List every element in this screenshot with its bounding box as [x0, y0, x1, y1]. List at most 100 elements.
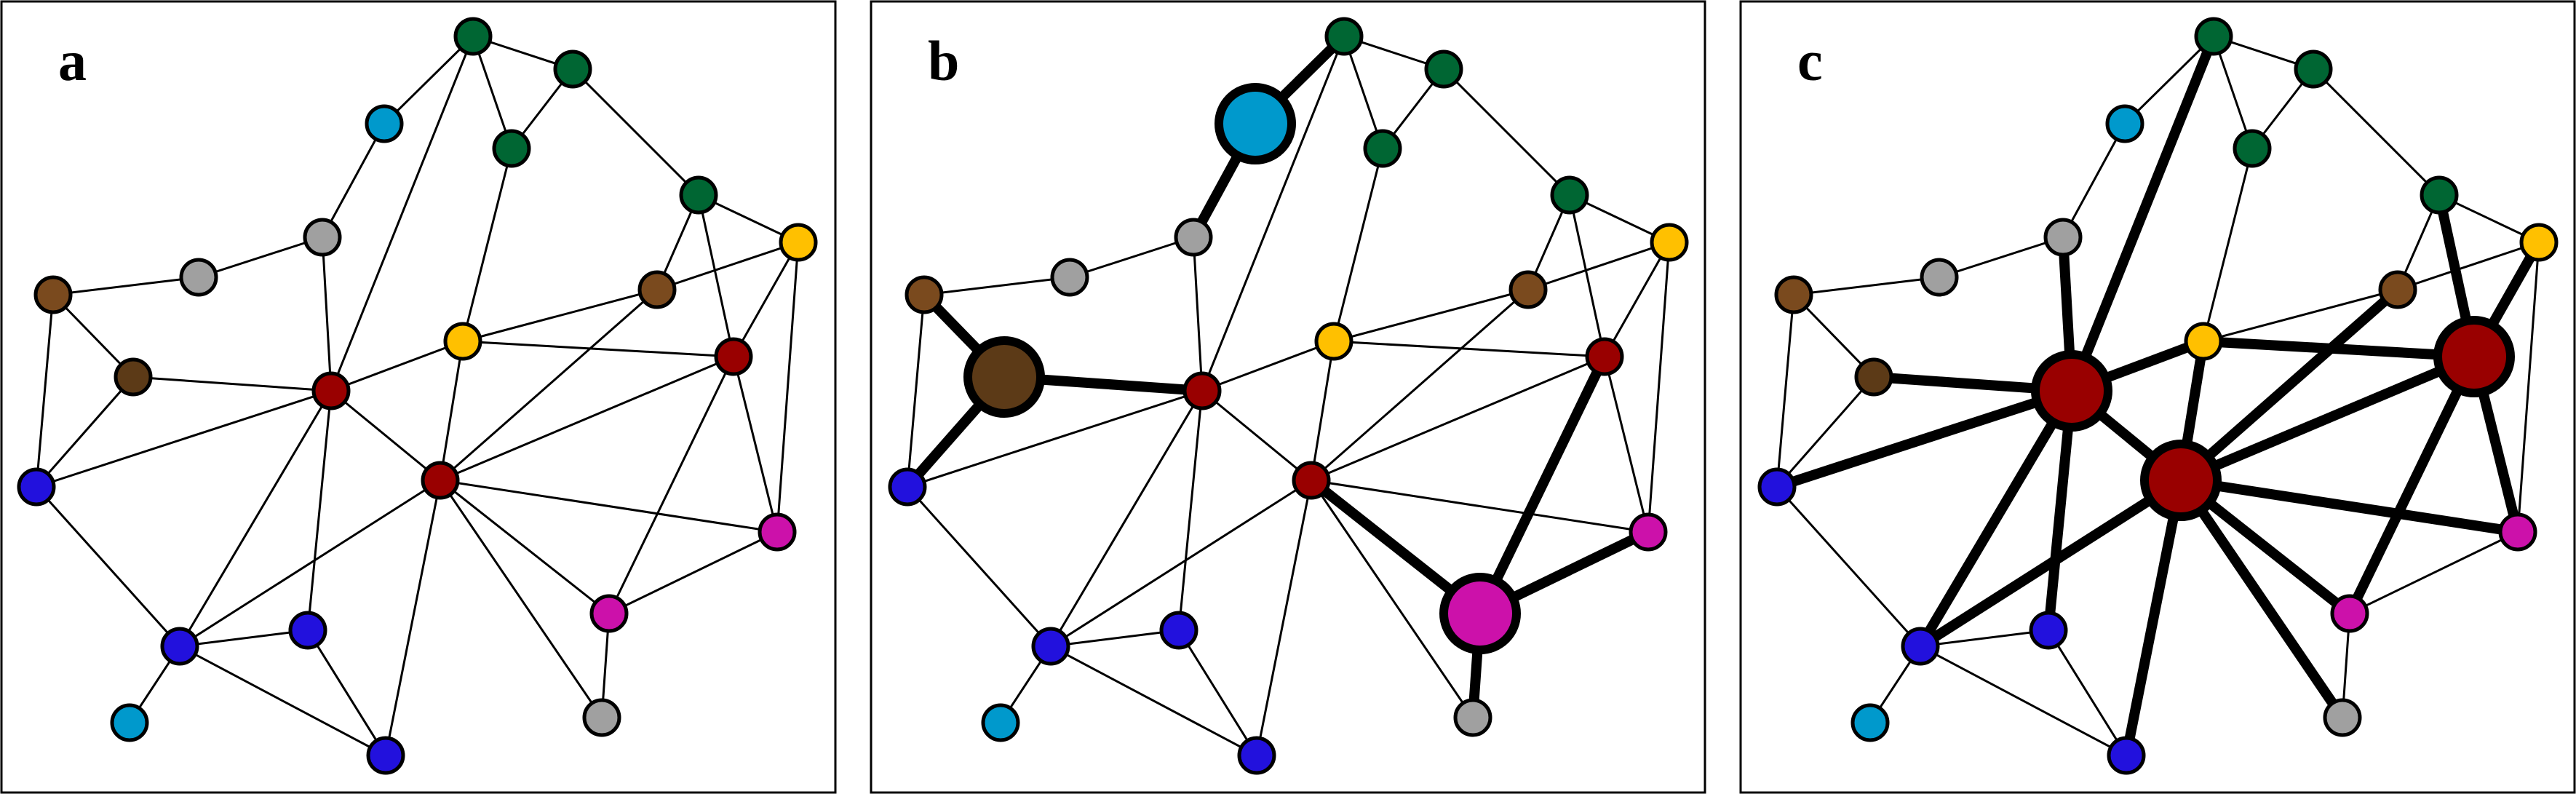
node-n8 [1854, 357, 1893, 397]
edge-n12-n17 [1647, 241, 1671, 533]
node-n19 [1901, 627, 1940, 666]
node-n9 [311, 371, 351, 410]
panel-b: b [870, 0, 1706, 794]
node-n3 [365, 104, 404, 143]
edge-n9-n19 [1915, 386, 2077, 651]
node-n17 [1629, 512, 1668, 552]
node-n14 [714, 337, 753, 376]
edge-n15-n17 [1310, 479, 1650, 533]
edge-n1-n9 [2067, 31, 2219, 396]
panel-a: a [0, 0, 837, 794]
edge-n7-n16 [1776, 293, 1795, 488]
edge-n13-n15 [1310, 288, 1530, 482]
edge-n5-n9 [1192, 236, 1204, 392]
edge-n14-n17 [732, 355, 779, 533]
edge-n7-n16 [906, 293, 926, 488]
edge-n1-n4 [472, 35, 513, 150]
panel-a-frame [0, 0, 837, 794]
edge-n8-n9 [132, 376, 333, 392]
node-n1 [453, 17, 493, 56]
node-n16 [17, 467, 56, 507]
node-n22 [582, 698, 621, 737]
edge-n15-n19 [1049, 479, 1313, 648]
edge-n1-n3 [2123, 35, 2215, 125]
edge-n20-n23 [2047, 629, 2128, 757]
node-n19 [1031, 627, 1070, 666]
edge-n15-n17 [2176, 475, 2523, 537]
edge-n5-n6 [1068, 236, 1195, 279]
node-n2 [1424, 49, 1463, 89]
edge-n12-n13 [1527, 241, 1671, 291]
edge-n4-n10 [1332, 147, 1384, 343]
edge-n13-n15 [439, 288, 659, 482]
edge-n5-n6 [197, 236, 324, 279]
node-n14 [2433, 316, 2515, 397]
node-n23 [2107, 736, 2146, 775]
edge-n5-n9 [321, 236, 333, 392]
edge-n14-n18 [2345, 352, 2479, 619]
node-n23 [1237, 736, 1276, 775]
node-n22 [1453, 698, 1492, 737]
edge-n3-n5 [321, 122, 386, 239]
node-n21 [1850, 703, 1890, 742]
edge-n8-n16 [1776, 376, 1875, 488]
node-n15 [421, 461, 460, 500]
edge-n14-n15 [1310, 355, 1606, 482]
node-n6 [1050, 258, 1089, 297]
panel-c-nodes [1757, 17, 2559, 775]
edge-n19-n23 [1049, 645, 1258, 757]
edge-n9-n16 [35, 389, 333, 488]
edge-n9-n15 [330, 389, 442, 482]
edge-n9-n19 [1049, 389, 1204, 648]
node-n6 [179, 258, 218, 297]
edge-n11-n14 [1568, 194, 1606, 358]
node-n1 [2194, 17, 2233, 56]
edge-n4-n10 [461, 147, 513, 343]
node-n4 [492, 129, 531, 168]
edge-n14-n18 [608, 355, 735, 615]
panel-a-label: a [58, 29, 87, 92]
node-n8 [963, 336, 1045, 418]
edge-n9-n20 [1177, 389, 1204, 632]
edge-n10-n13 [461, 288, 659, 343]
edge-n9-n19 [178, 389, 333, 648]
edge-n6-n7 [52, 276, 200, 296]
edge-n9-n20 [306, 389, 333, 632]
node-n7 [905, 275, 944, 314]
node-n11 [2420, 175, 2459, 215]
edge-n3-n5 [2062, 122, 2126, 239]
edge-n13-n15 [2176, 285, 2403, 485]
edge-n17-n18 [608, 531, 779, 615]
edge-n15-n22 [2176, 475, 2348, 723]
node-n9 [1182, 371, 1222, 410]
node-n16 [888, 467, 927, 507]
edge-n12-n17 [2516, 241, 2540, 533]
node-n9 [2031, 350, 2112, 432]
node-n20 [288, 611, 327, 650]
panel-c: c [1739, 0, 2576, 794]
edge-n15-n19 [1915, 475, 2186, 651]
edge-n16-n19 [35, 485, 181, 648]
edge-n9-n10 [330, 340, 464, 392]
node-n5 [2043, 218, 2083, 257]
edge-n1-n4 [1343, 35, 1384, 150]
node-n1 [1324, 17, 1364, 56]
node-n17 [2498, 512, 2537, 552]
edge-n15-n23 [2121, 475, 2186, 761]
edge-n15-n22 [439, 479, 603, 719]
node-n15 [2140, 440, 2222, 521]
edge-n8-n16 [35, 376, 135, 488]
panel-c-label: c [1797, 29, 1823, 92]
node-n10 [1314, 322, 1353, 361]
panel-b-label: b [928, 29, 959, 92]
edge-n9-n15 [1201, 389, 1313, 482]
node-n12 [1650, 223, 1689, 262]
edge-n19-n20 [1049, 629, 1180, 648]
node-n16 [1757, 467, 1797, 507]
node-n12 [779, 223, 818, 262]
edge-n12-n17 [776, 241, 800, 533]
edge-n10-n15 [439, 340, 464, 482]
panel-c-frame [1739, 0, 2576, 794]
edge-n2-n11 [2312, 68, 2441, 196]
